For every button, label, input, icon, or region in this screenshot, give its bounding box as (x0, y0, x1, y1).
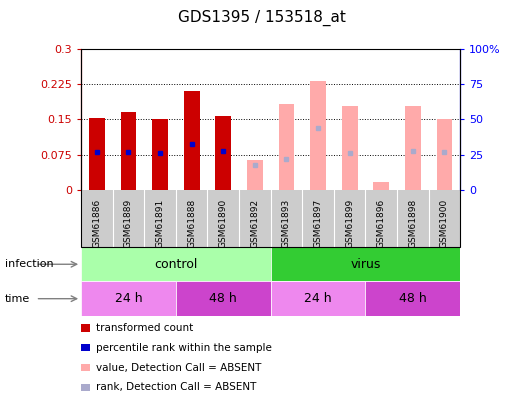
Text: 48 h: 48 h (399, 292, 427, 305)
Bar (437, 119, 452, 190)
Bar (342, 106, 358, 190)
Text: GSM61886: GSM61886 (93, 199, 101, 248)
Text: GSM61892: GSM61892 (251, 199, 259, 248)
Text: 24 h: 24 h (115, 292, 142, 305)
Text: transformed count: transformed count (96, 323, 193, 333)
Bar (176, 281, 271, 316)
Bar (405, 106, 420, 190)
Text: percentile rank within the sample: percentile rank within the sample (96, 343, 271, 353)
Text: infection: infection (5, 259, 54, 269)
Text: GSM61900: GSM61900 (440, 199, 449, 248)
Bar (247, 160, 263, 190)
Text: rank, Detection Call = ABSENT: rank, Detection Call = ABSENT (96, 382, 256, 392)
Text: GSM61891: GSM61891 (155, 199, 165, 248)
Bar (81, 247, 271, 281)
Text: GSM61889: GSM61889 (124, 199, 133, 248)
Bar (89, 118, 105, 190)
Text: GSM61896: GSM61896 (377, 199, 386, 248)
Bar (271, 247, 460, 281)
Bar (152, 119, 168, 190)
Text: GSM61888: GSM61888 (187, 199, 196, 248)
Text: GSM61893: GSM61893 (282, 199, 291, 248)
Text: 48 h: 48 h (209, 292, 237, 305)
Text: 24 h: 24 h (304, 292, 332, 305)
Bar (81, 281, 176, 316)
Text: control: control (154, 258, 198, 271)
Text: virus: virus (350, 258, 381, 271)
Text: value, Detection Call = ABSENT: value, Detection Call = ABSENT (96, 362, 261, 373)
Text: GSM61899: GSM61899 (345, 199, 354, 248)
Bar (215, 116, 231, 190)
Text: time: time (5, 294, 30, 304)
Bar (366, 281, 460, 316)
Text: GSM61898: GSM61898 (408, 199, 417, 248)
Bar (279, 104, 294, 190)
Bar (373, 182, 389, 190)
Bar (310, 81, 326, 190)
Text: GDS1395 / 153518_at: GDS1395 / 153518_at (178, 10, 345, 26)
Bar (184, 91, 200, 190)
Text: GSM61897: GSM61897 (314, 199, 323, 248)
Bar (271, 281, 366, 316)
Bar (121, 112, 137, 190)
Text: GSM61890: GSM61890 (219, 199, 228, 248)
